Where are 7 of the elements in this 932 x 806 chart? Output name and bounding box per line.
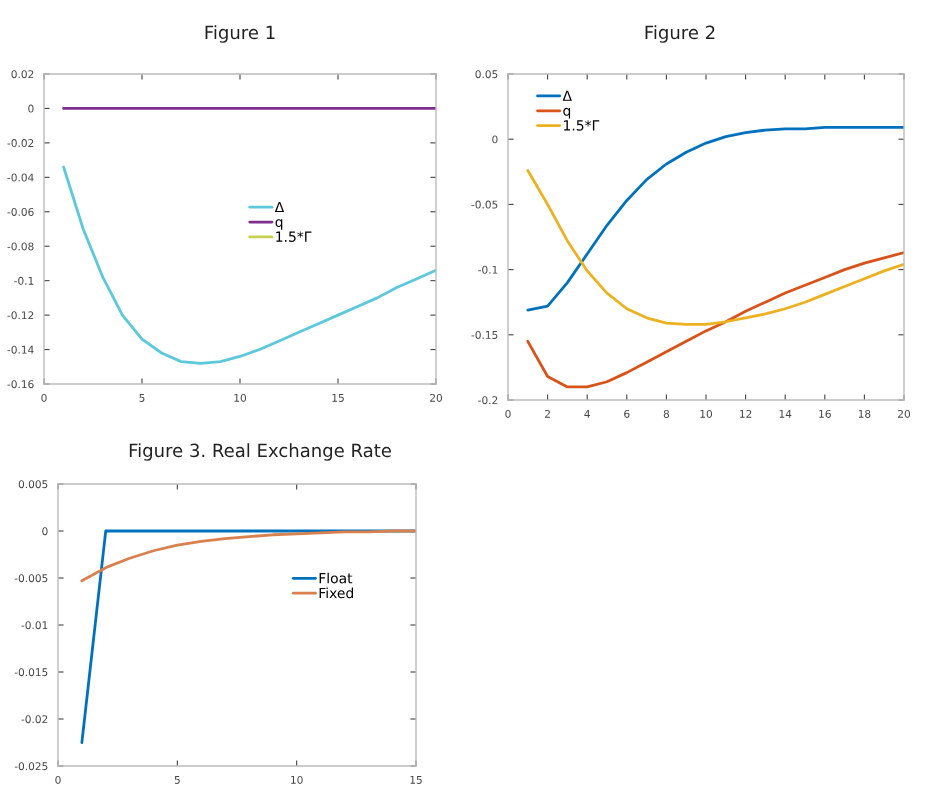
chart-title: Figure 1 bbox=[205, 25, 275, 43]
line-series bbox=[80, 529, 416, 583]
line-series bbox=[526, 169, 904, 326]
chart-title: Figure 3. Real Exchange Rate bbox=[129, 443, 391, 461]
line-series bbox=[526, 251, 904, 389]
line-series bbox=[62, 165, 436, 365]
chart-title: Figure 2 bbox=[645, 25, 715, 43]
